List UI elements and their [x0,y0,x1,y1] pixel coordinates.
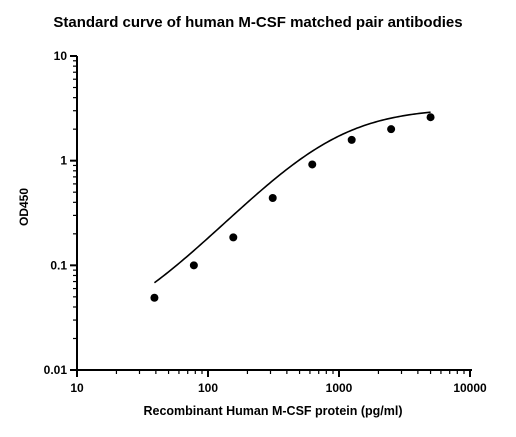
data-point [387,125,396,134]
x-axis-label: Recombinant Human M-CSF protein (pg/ml) [143,404,403,418]
data-point [268,193,277,202]
data-point [308,160,317,169]
data-point [189,261,198,270]
y-tick-label: 1 [60,154,67,168]
data-point [426,113,435,122]
y-axis-label: OD450 [17,187,31,227]
y-tick-label: 0.01 [44,363,68,377]
data-point [229,233,238,242]
y-tick-label: 0.1 [50,258,67,272]
y-tick-label: 10 [54,49,68,63]
x-tick-label: 1000 [326,381,353,395]
data-point [347,135,356,144]
x-tick-label: 10000 [453,381,487,395]
fit-curve [153,111,431,284]
chart-title: Standard curve of human M-CSF matched pa… [53,14,463,31]
data-point [150,293,159,302]
x-tick-label: 10 [70,381,84,395]
x-tick-label: 100 [198,381,218,395]
